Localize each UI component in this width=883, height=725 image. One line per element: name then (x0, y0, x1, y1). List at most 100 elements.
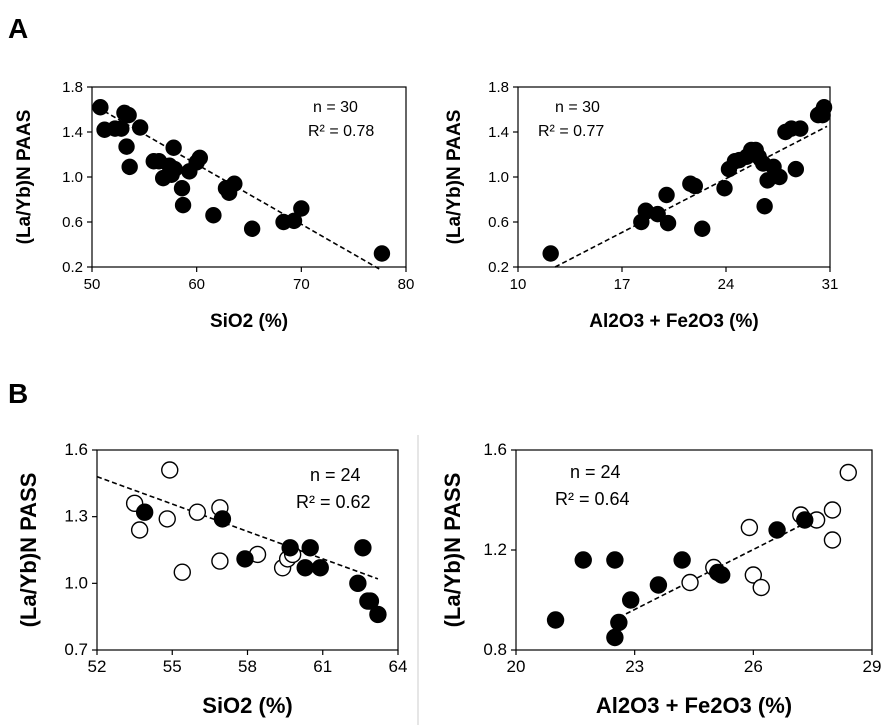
y-tick-label: 1.0 (62, 169, 83, 186)
data-point-filled (768, 521, 786, 539)
data-point-filled (659, 214, 677, 232)
data-point-filled (649, 205, 666, 223)
x-tick-label: 61 (313, 657, 332, 676)
y-tick-label: 1.0 (488, 169, 509, 186)
y-tick-label: 1.4 (62, 124, 83, 141)
sample-count-label: n = 30 (555, 99, 600, 116)
data-point-filled (166, 160, 183, 178)
data-point-filled (756, 198, 773, 215)
data-point-open (173, 563, 191, 581)
trend-line (554, 125, 828, 268)
x-tick-label: 55 (163, 657, 182, 676)
x-tick-label: 26 (744, 657, 763, 676)
data-point-filled (622, 591, 640, 609)
x-axis-title: SiO2 (%) (202, 693, 292, 718)
data-point-filled (673, 551, 691, 569)
data-point-open (839, 463, 857, 482)
data-point-filled (606, 628, 624, 647)
y-axis-title: (La/Yb)N PASS (440, 473, 465, 628)
r-squared-label: R² = 0.77 (538, 123, 604, 140)
data-point-filled (121, 158, 138, 176)
data-point-filled (311, 559, 329, 577)
y-tick-label: 1.8 (62, 79, 83, 96)
y-tick-label: 0.2 (488, 259, 509, 276)
data-point-filled (281, 539, 299, 557)
data-point-filled (787, 160, 805, 178)
data-point-filled (173, 180, 191, 197)
y-tick-label: 1.0 (64, 573, 88, 592)
data-point-filled (293, 200, 310, 217)
chart-a-al2o3-fe2o3: 0.2 0.6 1.0 1.4 1.8 10 17 24 31 n = 30 R² = 0.77 (L… (444, 79, 838, 332)
data-point-filled (792, 120, 809, 137)
x-tick-label: 10 (510, 276, 527, 293)
panel-label-a: A (8, 13, 28, 44)
data-point-filled (213, 510, 232, 528)
y-axis-title: (La/Yb)N PASS (16, 473, 41, 628)
x-tick-label: 64 (389, 657, 408, 676)
data-point-filled (191, 149, 209, 167)
data-point-open (211, 552, 229, 570)
x-tick-label: 17 (614, 276, 631, 293)
x-tick-label: 70 (293, 276, 310, 293)
data-point-filled (226, 175, 243, 192)
x-tick-label: 31 (822, 276, 839, 293)
y-tick-label: 1.8 (488, 79, 509, 96)
data-point-open (823, 531, 842, 549)
data-point-open (681, 573, 699, 592)
data-point-filled (694, 220, 711, 237)
x-tick-label: 60 (188, 276, 205, 293)
y-tick-label: 0.6 (62, 214, 83, 231)
r-squared-label: R² = 0.78 (308, 123, 374, 140)
x-tick-label: 20 (507, 657, 526, 676)
data-point-filled (243, 220, 261, 237)
data-point-filled (118, 138, 135, 155)
y-tick-label: 0.6 (488, 214, 509, 231)
y-tick-label: 1.2 (483, 540, 507, 559)
data-point-open (188, 503, 207, 521)
data-point-filled (349, 574, 367, 593)
data-point-filled (236, 550, 254, 568)
data-point-open (823, 501, 842, 519)
data-point-open (161, 461, 179, 479)
x-tick-label: 23 (625, 657, 644, 676)
x-tick-label: 29 (863, 657, 882, 676)
data-point-filled (174, 196, 192, 214)
y-tick-label: 0.2 (62, 259, 83, 276)
sample-count-label: n = 30 (313, 99, 358, 116)
data-point-filled (301, 539, 319, 557)
data-point-filled (771, 168, 788, 186)
data-point-filled (649, 576, 668, 594)
data-point-filled (716, 180, 733, 197)
data-point-filled (285, 212, 303, 230)
x-tick-label: 50 (84, 276, 101, 293)
x-axis-title: Al2O3 + Fe2O3 (%) (596, 693, 792, 718)
data-point-filled (686, 177, 703, 195)
data-point-filled (814, 106, 831, 124)
data-point-filled (165, 139, 182, 156)
r-squared-label: R² = 0.62 (296, 492, 371, 512)
data-point-filled (610, 613, 628, 632)
data-point-filled (120, 106, 137, 124)
data-point-filled (658, 186, 675, 204)
trend-line (96, 475, 379, 580)
chart-a-sio2: 0.2 0.6 1.0 1.4 1.8 50 60 70 80 n = 30 R² = 0.78 (L… (14, 79, 414, 332)
data-point-open (130, 521, 149, 539)
y-tick-label: 1.3 (64, 507, 88, 526)
data-point-open (740, 518, 759, 537)
x-axis-title: Al2O3 + Fe2O3 (%) (589, 311, 758, 332)
x-axis-title: SiO2 (%) (210, 311, 288, 332)
data-point-filled (361, 592, 380, 610)
x-tick-label: 52 (88, 657, 107, 676)
data-point-filled (131, 119, 149, 136)
data-point-filled (92, 99, 109, 116)
y-axis-title: (La/Yb)N PAAS (14, 110, 35, 245)
chart-b-sio2: 0.7 1.0 1.3 1.6 52 55 58 61 64 n = 24 R² = 0.62 (La… (16, 440, 407, 718)
data-point-filled (113, 120, 130, 137)
data-point-open (752, 578, 770, 597)
data-point-open (744, 566, 763, 584)
data-point-open (158, 510, 176, 528)
panel-label-b: B (8, 378, 28, 409)
data-point-filled (796, 511, 814, 529)
y-tick-label: 1.6 (483, 440, 507, 459)
